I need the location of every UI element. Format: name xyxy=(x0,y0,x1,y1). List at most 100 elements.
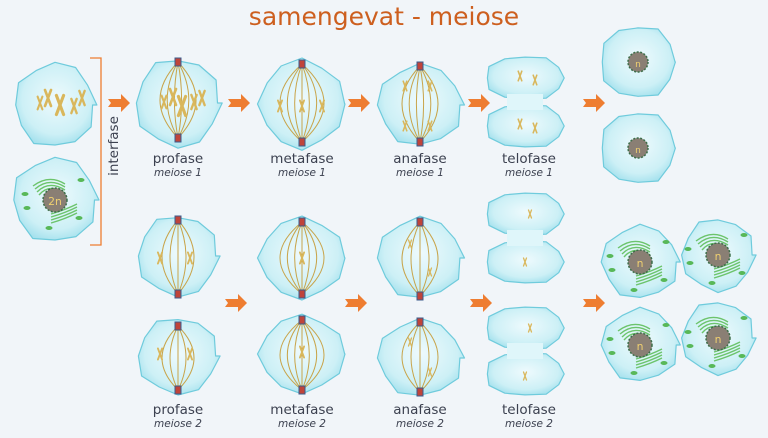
golgi xyxy=(697,236,729,245)
label-anafase-2: anafase meiose 2 xyxy=(365,403,475,431)
phase-sub: meiose 2 xyxy=(505,418,553,430)
phase-sub: meiose 1 xyxy=(505,167,553,179)
interfase-bracket xyxy=(90,57,102,246)
phase-name: telofase xyxy=(502,402,556,418)
phase-name: metafase xyxy=(270,151,334,167)
mitochondrion xyxy=(662,240,670,244)
er xyxy=(713,267,741,279)
mitochondrion xyxy=(21,192,29,196)
mitochondrion xyxy=(684,247,692,251)
phase-name: anafase xyxy=(393,402,447,418)
centrosome xyxy=(416,317,424,327)
golgi xyxy=(617,240,651,249)
spindle-fiber xyxy=(401,321,421,393)
golgi xyxy=(695,316,729,325)
spindle-fiber xyxy=(419,221,430,297)
nucleus xyxy=(627,332,653,358)
spindle-fiber xyxy=(301,221,325,295)
spindle-fiber xyxy=(279,221,303,295)
nucleus-label: n xyxy=(637,257,644,270)
centrosome xyxy=(298,217,306,227)
centrosome xyxy=(174,215,182,225)
spindle-fiber xyxy=(286,221,303,295)
chromosome xyxy=(186,347,194,361)
spindle-fiber xyxy=(177,325,195,391)
chromosome xyxy=(407,239,413,249)
mitochondrion xyxy=(660,361,668,365)
er xyxy=(635,354,663,366)
spindle-fiber xyxy=(401,65,421,143)
centrosome xyxy=(298,315,306,325)
mitochondrion xyxy=(738,354,746,358)
spindle-fiber xyxy=(410,221,421,297)
centrosome xyxy=(416,137,424,147)
nucleus xyxy=(627,137,649,159)
spindle-fiber xyxy=(301,221,318,295)
spindle-fiber xyxy=(177,325,187,391)
label-profase-1: profase meiose 1 xyxy=(123,152,233,180)
chromosome xyxy=(298,345,306,359)
spindle-fiber xyxy=(408,65,421,143)
centrosome xyxy=(174,57,182,67)
centrosome xyxy=(416,217,424,227)
arrow-shape xyxy=(583,294,605,312)
er xyxy=(635,268,663,280)
chromosome xyxy=(522,371,528,381)
mitochondrion xyxy=(708,281,716,285)
spindle-fiber xyxy=(301,221,310,295)
nucleus-label: n xyxy=(635,146,641,156)
arrow-shape xyxy=(468,94,490,112)
spindle-fiber xyxy=(301,63,318,143)
golgi xyxy=(32,178,66,187)
centrosome xyxy=(298,59,306,69)
centrosome xyxy=(298,385,306,395)
phase-sub: meiose 1 xyxy=(278,167,326,179)
cell-telofase-1 xyxy=(486,56,565,100)
nucleus xyxy=(705,325,731,351)
golgi xyxy=(621,246,651,255)
spindle-fiber xyxy=(301,319,325,391)
mitochondrion xyxy=(662,323,670,327)
er xyxy=(50,203,78,215)
centrosome xyxy=(174,321,182,331)
chromosome xyxy=(186,251,194,265)
phase-sub: meiose 1 xyxy=(154,167,202,179)
chromosome xyxy=(427,267,433,277)
mitochondrion xyxy=(738,271,746,275)
er xyxy=(50,212,78,224)
arrow-shape xyxy=(345,294,367,312)
mitochondrion xyxy=(740,316,748,320)
chromosome xyxy=(402,80,408,92)
chromosome xyxy=(43,88,53,108)
chromosome xyxy=(198,89,206,107)
er xyxy=(635,271,663,283)
spindle-fiber xyxy=(294,221,303,295)
arrow-shape xyxy=(228,94,250,112)
cell-profase-2 xyxy=(137,217,221,298)
label-anafase-1: anafase meiose 1 xyxy=(365,152,475,180)
golgi xyxy=(619,243,651,252)
golgi xyxy=(619,326,651,335)
mitochondrion xyxy=(630,371,638,375)
phase-sub: meiose 2 xyxy=(396,418,444,430)
chromosome xyxy=(517,118,523,130)
mitochondrion xyxy=(608,351,616,355)
golgi xyxy=(36,184,66,193)
nucleus xyxy=(627,249,653,275)
arrow-shape xyxy=(470,294,492,312)
spindle-fiber xyxy=(410,321,421,393)
er xyxy=(635,357,663,369)
golgi xyxy=(34,181,66,190)
cleavage xyxy=(507,94,543,110)
mitochondrion xyxy=(606,337,614,341)
mitochondrion xyxy=(684,330,692,334)
centrosome xyxy=(298,137,306,147)
nucleus xyxy=(705,242,731,268)
spindle-fiber xyxy=(301,63,310,143)
chromosome xyxy=(427,367,433,377)
cleavage xyxy=(507,230,543,246)
chromosome xyxy=(532,74,538,86)
mitochondrion xyxy=(708,364,716,368)
golgi xyxy=(697,319,729,328)
mitochondrion xyxy=(686,344,694,348)
